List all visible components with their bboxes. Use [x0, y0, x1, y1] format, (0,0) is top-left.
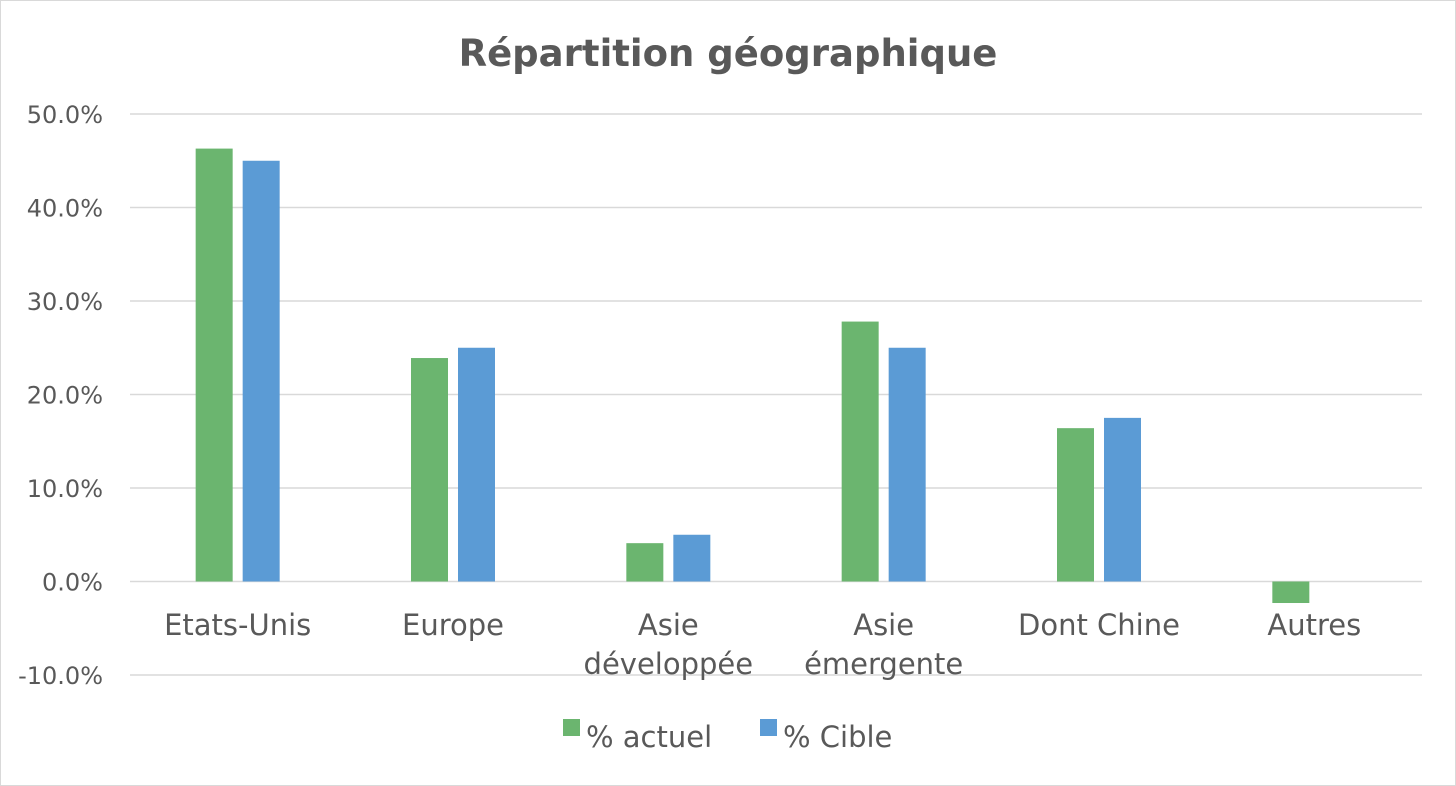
bar [242, 160, 280, 582]
bar [195, 148, 233, 582]
x-category-label: émergente [804, 647, 963, 681]
x-category-label: développée [584, 647, 754, 681]
bar [1272, 581, 1310, 604]
legend-swatch [760, 719, 777, 736]
bar [411, 358, 448, 582]
chart-title: Répartition géographique [459, 32, 998, 75]
y-tick-label: 20.0% [27, 382, 103, 410]
y-tick-label: -10.0% [18, 662, 103, 690]
bar [1104, 417, 1141, 582]
legend-label: % actuel [586, 720, 712, 754]
x-category-label: Asie [853, 608, 914, 642]
y-tick-label: 50.0% [27, 101, 103, 129]
x-category-label: Autres [1267, 608, 1361, 642]
bar [888, 347, 926, 582]
bar [841, 321, 879, 582]
y-axis-ticks: 50.0% 40.0% 30.0% 20.0% 10.0% 0.0% -10.0% [18, 101, 103, 690]
bar [626, 543, 664, 582]
y-tick-label: 0.0% [42, 569, 103, 597]
x-category-label: Etats-Unis [164, 608, 311, 642]
legend: % actuel % Cible [563, 719, 892, 754]
y-tick-label: 30.0% [27, 288, 103, 316]
bars [195, 148, 1310, 604]
legend-swatch [563, 719, 580, 736]
x-axis-categories: Etats-Unis Europe Asie développée Asie émerge… [164, 608, 1361, 681]
x-category-label: Dont Chine [1018, 608, 1180, 642]
bar [1057, 428, 1094, 582]
y-tick-label: 10.0% [27, 475, 103, 503]
bar [673, 534, 711, 582]
bar [458, 347, 495, 582]
y-tick-label: 40.0% [27, 195, 103, 223]
gridlines [130, 113, 1422, 676]
legend-label: % Cible [783, 720, 892, 754]
x-category-label: Europe [402, 608, 504, 642]
x-category-label: Asie [638, 608, 699, 642]
